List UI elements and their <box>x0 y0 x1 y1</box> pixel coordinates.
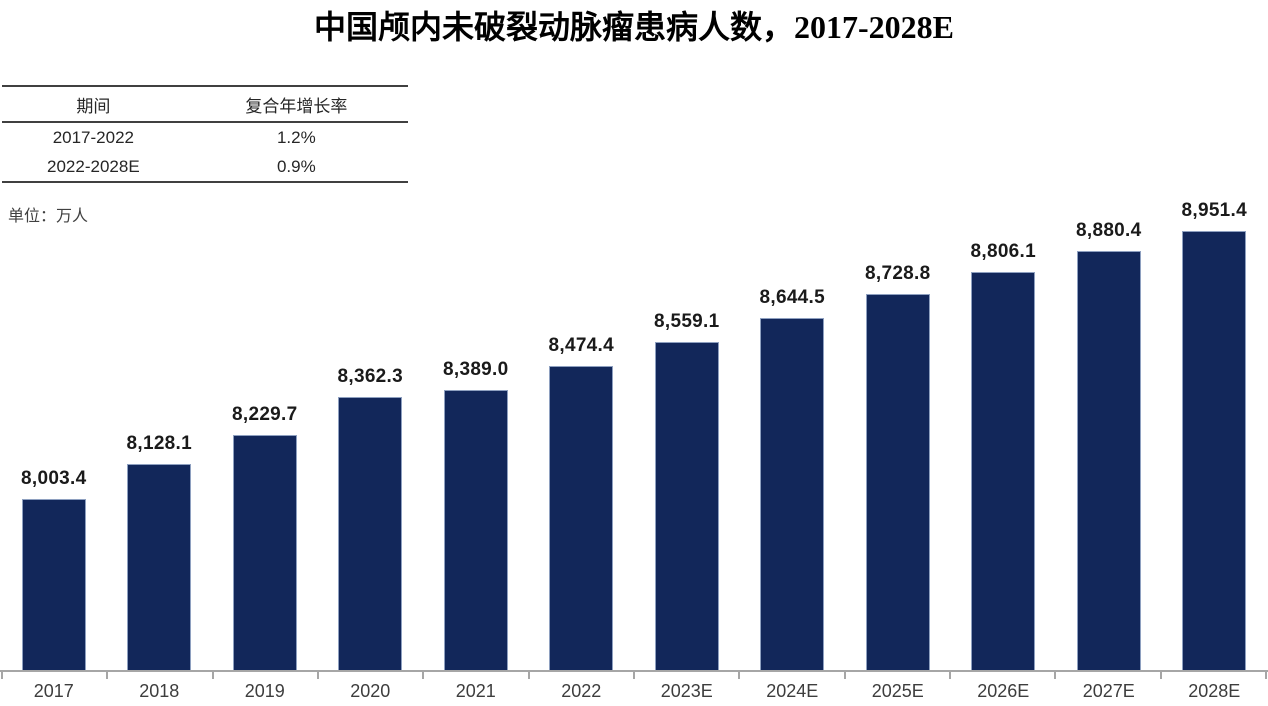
cagr-table-header-row: 期间 复合年增长率 <box>2 87 408 123</box>
bar-column-2020: 8,362.3 <box>318 366 424 670</box>
bar-value-label: 8,389.0 <box>443 359 509 380</box>
axis-tick <box>738 672 741 679</box>
bar-column-2025E: 8,728.8 <box>845 263 951 670</box>
bar-value-label: 8,880.4 <box>1076 220 1142 241</box>
axis-tick <box>1159 672 1162 679</box>
cagr-table-header-period: 期间 <box>76 97 111 116</box>
bar-2027E <box>1076 251 1141 670</box>
bar-value-label: 8,644.5 <box>759 287 825 308</box>
bar-column-2018: 8,128.1 <box>107 433 213 670</box>
axis-tick <box>1 672 3 679</box>
bar-value-label: 8,728.8 <box>865 263 931 284</box>
bar-2024E <box>760 318 825 670</box>
x-axis-label-2024E: 2024E <box>766 681 819 701</box>
x-axis-label-2026E: 2026E <box>977 681 1030 701</box>
cagr-period-value: 2017-2022 <box>52 128 134 147</box>
bar-2026E <box>971 272 1036 670</box>
cagr-period-value: 2022-2028E <box>47 157 140 176</box>
bar-2018 <box>127 464 192 670</box>
axis-tick <box>211 672 214 679</box>
bar-value-label: 8,003.4 <box>21 468 87 489</box>
axis-tick <box>527 672 530 679</box>
axis-tick <box>843 672 846 679</box>
x-axis-labels: 2017 2018 2019 2020 2021 2022 2023E 2024E 2025E 2… <box>1 681 1267 702</box>
cagr-table: 期间 复合年增长率 2017-2022 1.2% 2022-2028E 0.9% <box>2 85 408 183</box>
bar-2021 <box>443 390 508 670</box>
bar-column-2017: 8,003.4 <box>1 468 107 670</box>
x-axis-label-2021: 2021 <box>455 681 496 701</box>
axis-tick <box>316 672 319 679</box>
bar-value-label: 8,474.4 <box>548 335 614 356</box>
bar-value-label: 8,806.1 <box>970 241 1036 262</box>
bar-2025E <box>865 294 930 670</box>
bar-column-2024E: 8,644.5 <box>740 287 846 670</box>
cagr-table-row: 2017-2022 1.2% <box>2 123 408 152</box>
bar-value-label: 8,128.1 <box>126 433 192 454</box>
chart-title: 中国颅内未破裂动脉瘤患病人数，2017-2028E <box>313 9 954 45</box>
bar-column-2021: 8,389.0 <box>423 359 529 670</box>
bar-value-label: 8,229.7 <box>232 404 298 425</box>
cagr-rate-value: 0.9% <box>276 157 316 176</box>
bar-column-2022: 8,474.4 <box>529 335 635 670</box>
axis-tick <box>948 672 951 679</box>
bar-column-2023E: 8,559.1 <box>634 311 740 670</box>
x-axis-label-2018: 2018 <box>139 681 180 701</box>
x-axis-label-2023E: 2023E <box>660 681 713 701</box>
x-axis-line <box>0 670 1268 672</box>
bar-value-label: 8,362.3 <box>337 366 403 387</box>
x-axis-label-2028E: 2028E <box>1188 681 1241 701</box>
cagr-rate-value: 1.2% <box>276 128 316 147</box>
axis-tick <box>632 672 635 679</box>
axis-ticks <box>1 672 1267 679</box>
bar-2022 <box>549 366 614 670</box>
bar-column-2028E: 8,951.4 <box>1162 200 1268 670</box>
unit-label: 单位：万人 <box>8 208 89 225</box>
bar-column-2026E: 8,806.1 <box>951 241 1057 670</box>
plot-area: 8,003.4 8,128.1 8,229.7 8,362.3 8,389.0 8,474… <box>1 0 1267 670</box>
axis-tick <box>1264 672 1267 679</box>
bar-2028E <box>1182 231 1247 670</box>
bar-column-2019: 8,229.7 <box>212 404 318 670</box>
bar-value-label: 8,951.4 <box>1181 200 1247 221</box>
axis-tick <box>422 672 425 679</box>
axis-tick <box>1054 672 1057 679</box>
x-axis-label-2017: 2017 <box>33 681 74 701</box>
axis-tick <box>106 672 109 679</box>
x-axis-label-2022: 2022 <box>561 681 602 701</box>
cagr-table-row: 2022-2028E 0.9% <box>2 152 408 181</box>
bar-2020 <box>338 397 403 670</box>
cagr-table-header-cagr: 复合年增长率 <box>245 97 348 116</box>
bar-2017 <box>21 499 86 670</box>
bar-value-label: 8,559.1 <box>654 311 720 332</box>
bar-2023E <box>654 342 719 670</box>
x-axis-label-2019: 2019 <box>244 681 285 701</box>
bar-column-2027E: 8,880.4 <box>1056 220 1162 670</box>
x-axis-label-2027E: 2027E <box>1082 681 1135 701</box>
bar-2019 <box>232 435 297 670</box>
x-axis-label-2025E: 2025E <box>871 681 924 701</box>
x-axis-label-2020: 2020 <box>350 681 391 701</box>
